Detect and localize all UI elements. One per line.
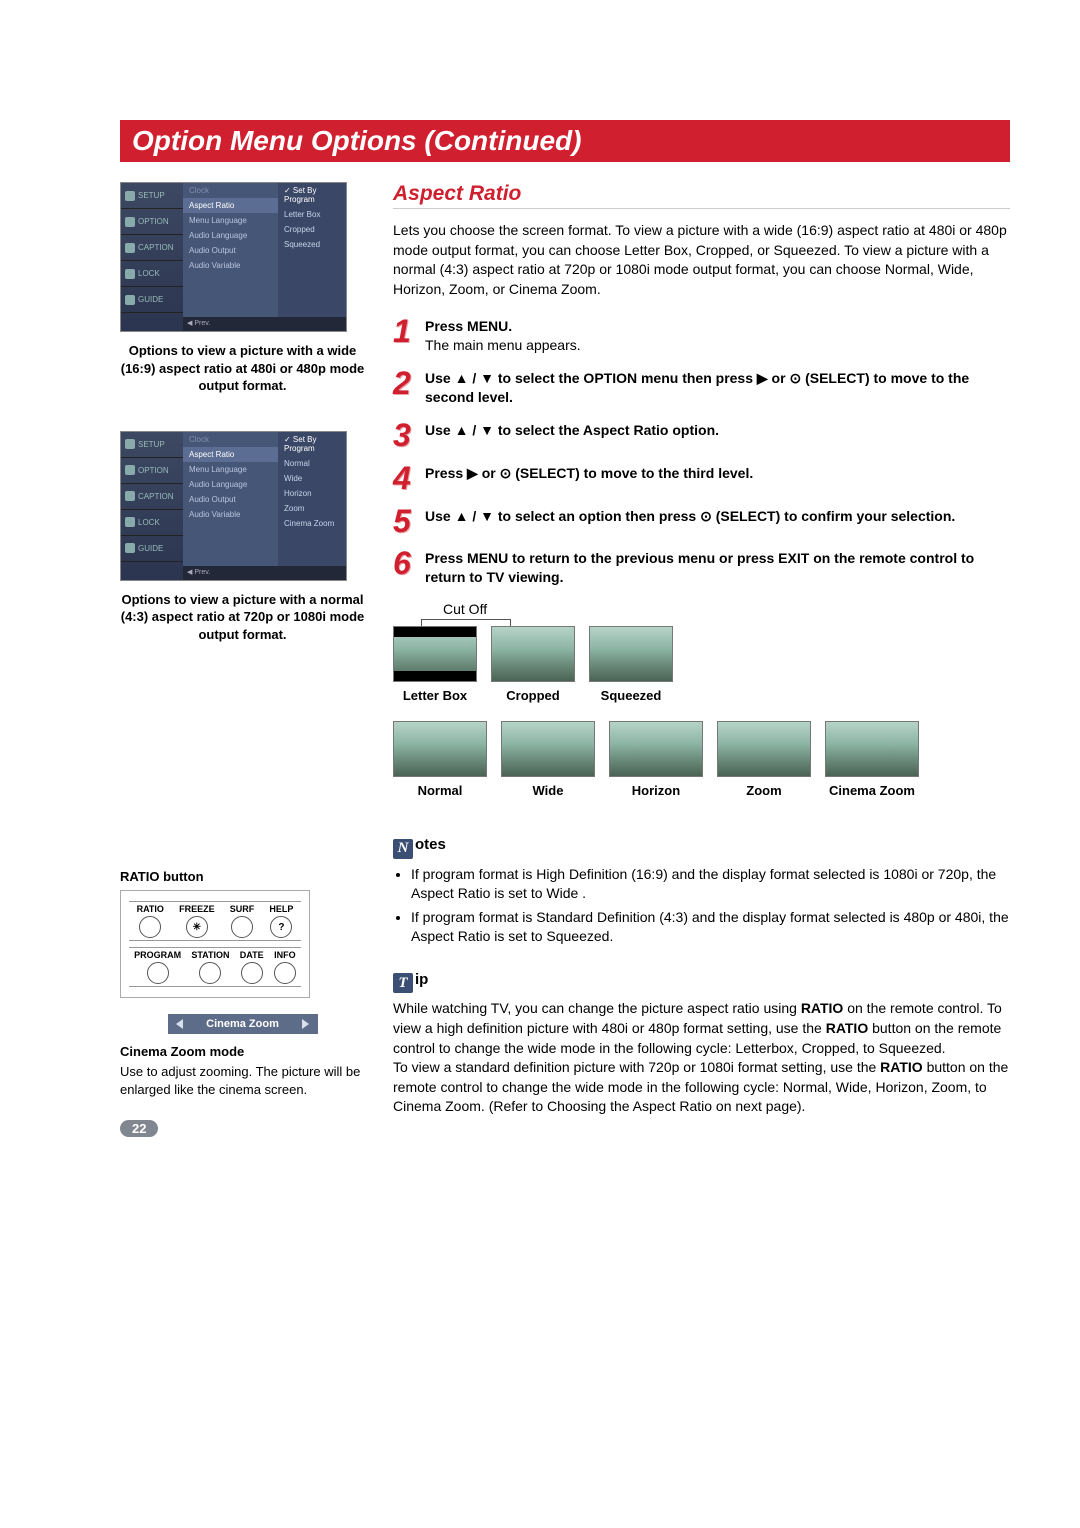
aspect-thumbs-row1 — [393, 626, 1010, 682]
menu-tab: GUIDE — [121, 287, 183, 313]
thumb-squeezed — [589, 626, 673, 682]
menu-right-list: ✓ Set By Program Letter Box Cropped Sque… — [278, 183, 346, 317]
ratio-button-heading: RATIO button — [120, 869, 365, 884]
remote-btn: INFO — [274, 950, 296, 984]
menu-tab: GUIDE — [121, 536, 183, 562]
screenshot-caption-43: Options to view a picture with a normal … — [120, 591, 365, 644]
remote-diagram: RATIO FREEZE✳ SURF HELP? PROGRAM STATION… — [120, 890, 310, 998]
page-title: Option Menu Options (Continued) — [132, 125, 581, 156]
step-3: 3 Use ▲ / ▼ to select the Aspect Ratio o… — [393, 421, 1010, 450]
notes-icon: N — [393, 839, 413, 859]
thumb-wide — [501, 721, 595, 777]
menu-tab: CAPTION — [121, 484, 183, 510]
menu-left-tabs: SETUP OPTION CAPTION LOCK GUIDE — [121, 183, 183, 331]
remote-btn: STATION — [191, 950, 229, 984]
page-title-bar: Option Menu Options (Continued) — [120, 120, 1010, 162]
menu-right-list: ✓ Set By Program Normal Wide Horizon Zoo… — [278, 432, 346, 566]
step-6: 6 Press MENU to return to the previous m… — [393, 549, 1010, 587]
remote-btn: SURF — [230, 904, 255, 938]
cutoff-diagram: Cut Off — [393, 601, 1010, 620]
columns: SETUP OPTION CAPTION LOCK GUIDE Clock As… — [120, 182, 1010, 1117]
intro-paragraph: Lets you choose the screen format. To vi… — [393, 221, 1010, 299]
aspect-labels-row2: Normal Wide Horizon Zoom Cinema Zoom — [393, 783, 1010, 798]
thumb-normal — [393, 721, 487, 777]
menu-tab: LOCK — [121, 510, 183, 536]
step-1: 1 Press MENU.The main menu appears. — [393, 317, 1010, 355]
section-title: Aspect Ratio — [393, 182, 1010, 209]
thumb-zoom — [717, 721, 811, 777]
notes-list: If program format is High Definition (16… — [393, 865, 1010, 947]
screenshot-caption-169: Options to view a picture with a wide (1… — [120, 342, 365, 395]
remote-btn: HELP? — [269, 904, 293, 938]
page: Option Menu Options (Continued) SETUP OP… — [0, 0, 1080, 1177]
notes-heading: Notes — [393, 836, 1010, 859]
step-number: 4 — [393, 464, 419, 493]
left-triangle-icon — [176, 1019, 183, 1029]
remote-btn: RATIO — [137, 904, 164, 938]
thumb-cropped — [491, 626, 575, 682]
thumb-letterbox — [393, 626, 477, 682]
cinema-zoom-body: Use to adjust zooming. The picture will … — [120, 1063, 365, 1098]
menu-screenshot-169: SETUP OPTION CAPTION LOCK GUIDE Clock As… — [120, 182, 347, 332]
menu-footer: ◀ Prev. — [183, 317, 346, 331]
remote-btn: DATE — [240, 950, 264, 984]
menu-mid-list: Clock Aspect Ratio Menu Language Audio L… — [183, 432, 278, 566]
menu-footer: ◀ Prev. — [183, 566, 346, 580]
thumb-horizon — [609, 721, 703, 777]
menu-tab: LOCK — [121, 261, 183, 287]
tip-body: While watching TV, you can change the pi… — [393, 999, 1010, 1117]
page-number: 22 — [120, 1120, 158, 1137]
step-2: 2 Use ▲ / ▼ to select the OPTION menu th… — [393, 369, 1010, 407]
menu-left-tabs: SETUP OPTION CAPTION LOCK GUIDE — [121, 432, 183, 580]
menu-tab: SETUP — [121, 183, 183, 209]
menu-screenshot-43: SETUP OPTION CAPTION LOCK GUIDE Clock As… — [120, 431, 347, 581]
aspect-labels-row1: Letter Box Cropped Squeezed — [393, 688, 1010, 703]
step-number: 1 — [393, 317, 419, 355]
cinema-zoom-bar: Cinema Zoom — [168, 1014, 318, 1034]
tip-heading: Tip — [393, 971, 1010, 994]
aspect-thumbs-row2 — [393, 721, 1010, 777]
step-5: 5 Use ▲ / ▼ to select an option then pre… — [393, 507, 1010, 536]
remote-btn: PROGRAM — [134, 950, 181, 984]
menu-mid-list: Clock Aspect Ratio Menu Language Audio L… — [183, 183, 278, 317]
tip-icon: T — [393, 973, 413, 993]
remote-btn: FREEZE✳ — [179, 904, 215, 938]
thumb-cinema-zoom — [825, 721, 919, 777]
step-4: 4 Press ▶ or ⊙ (SELECT) to move to the t… — [393, 464, 1010, 493]
step-number: 6 — [393, 549, 419, 587]
step-number: 3 — [393, 421, 419, 450]
left-column: SETUP OPTION CAPTION LOCK GUIDE Clock As… — [120, 182, 365, 1117]
right-column: Aspect Ratio Lets you choose the screen … — [393, 182, 1010, 1117]
menu-tab: SETUP — [121, 432, 183, 458]
right-triangle-icon — [302, 1019, 309, 1029]
note-item: If program format is High Definition (16… — [411, 865, 1010, 904]
cinema-zoom-title: Cinema Zoom mode — [120, 1044, 365, 1059]
menu-tab: CAPTION — [121, 235, 183, 261]
step-number: 5 — [393, 507, 419, 536]
step-number: 2 — [393, 369, 419, 407]
menu-tab: OPTION — [121, 209, 183, 235]
note-item: If program format is Standard Definition… — [411, 908, 1010, 947]
menu-tab: OPTION — [121, 458, 183, 484]
